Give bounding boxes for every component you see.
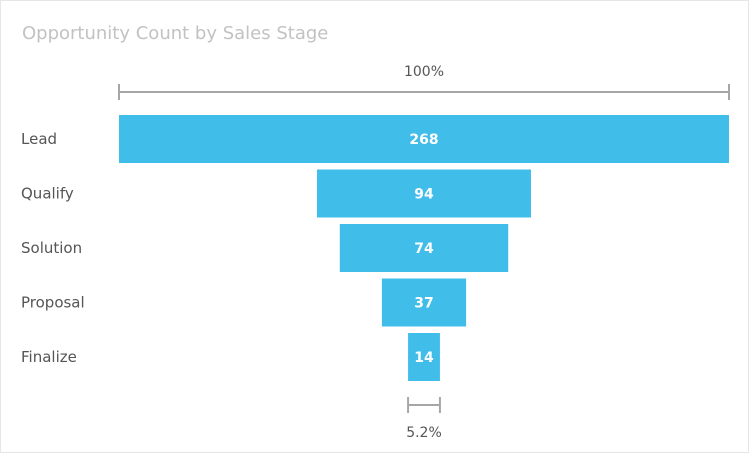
- bottom-percent-bracket: [407, 397, 441, 413]
- funnel-bars: 268 Lead 94 Qualify 74 Solution 37 Proposal 14 Fi…: [21, 115, 729, 381]
- value-label-lead: 268: [409, 132, 438, 148]
- top-percent-bracket: [118, 84, 730, 100]
- value-label-proposal: 37: [414, 296, 433, 312]
- funnel-bar-finalize[interactable]: [408, 333, 440, 381]
- category-label-proposal: Proposal: [21, 294, 85, 312]
- category-label-solution: Solution: [21, 239, 82, 257]
- category-label-lead: Lead: [21, 130, 57, 148]
- category-label-finalize: Finalize: [21, 348, 77, 366]
- chart-title: Opportunity Count by Sales Stage: [22, 23, 329, 44]
- value-label-qualify: 94: [414, 187, 434, 203]
- funnel-bar-proposal[interactable]: [381, 278, 467, 327]
- top-percent-label: 100%: [404, 64, 444, 80]
- category-label-qualify: Qualify: [21, 185, 74, 203]
- funnel-bar-qualify[interactable]: [317, 169, 531, 218]
- bottom-percent-label: 5.2%: [406, 425, 442, 441]
- value-label-finalize: 14: [414, 350, 434, 366]
- value-label-solution: 74: [414, 241, 434, 257]
- funnel-bar-solution[interactable]: [339, 224, 509, 272]
- funnel-bar-lead[interactable]: [119, 115, 729, 163]
